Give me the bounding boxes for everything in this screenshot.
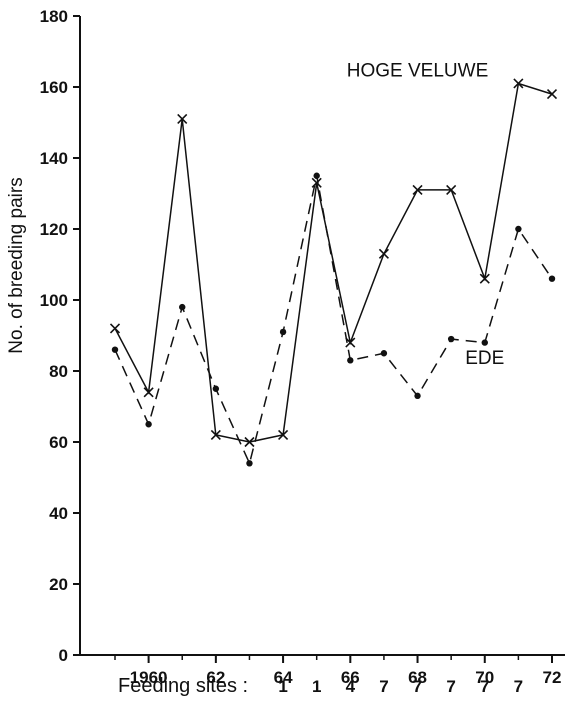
ede-point-marker — [212, 385, 220, 392]
hoge-veluwe-point-marker — [345, 337, 356, 348]
feeding-sites-value: 7 — [480, 677, 489, 696]
y-tick-label: 0 — [59, 646, 68, 665]
ede-point-marker — [246, 460, 253, 467]
feeding-sites-label: Feeding sites : — [118, 675, 248, 697]
ede-point-marker — [481, 339, 488, 346]
ede-point-marker — [179, 303, 186, 311]
hoge-veluwe-series-line — [114, 82, 553, 443]
feeding-sites-value: 7 — [413, 677, 422, 696]
y-tick-label: 140 — [40, 149, 68, 168]
x-tick-label: 66 — [341, 668, 360, 687]
ede-point-marker — [548, 275, 556, 282]
feeding-sites-value: 7 — [379, 677, 388, 696]
hoge-veluwe-series-label: HOGE VELUWE — [347, 60, 488, 81]
y-tick-label: 40 — [49, 504, 68, 523]
hoge-veluwe-point-marker — [143, 387, 154, 398]
ede-point-marker — [347, 357, 354, 364]
ede-series-line — [114, 175, 553, 466]
ede-point-marker — [279, 328, 287, 336]
y-tick-label: 180 — [40, 7, 68, 26]
feeding-sites-value: 4 — [346, 677, 356, 696]
feeding-sites-value: 1 — [312, 677, 321, 696]
hoge-veluwe-point-marker — [546, 89, 558, 100]
hoge-veluwe-point-marker — [210, 429, 221, 440]
x-tick-label: 64 — [274, 668, 293, 687]
hoge-veluwe-point-marker — [446, 184, 457, 196]
ede-point-marker — [145, 421, 152, 428]
ede-point-marker — [313, 172, 320, 179]
ede-point-marker — [111, 346, 119, 353]
hoge-veluwe-point-marker — [311, 177, 322, 188]
ede-point-marker — [447, 335, 455, 343]
hoge-veluwe-point-marker — [109, 323, 121, 334]
x-tick-label: 72 — [543, 668, 562, 687]
ede-point-marker — [380, 350, 388, 357]
y-tick-label: 120 — [40, 220, 68, 239]
feeding-sites-value: 7 — [446, 677, 455, 696]
hoge-veluwe-point-marker — [177, 113, 188, 125]
y-tick-label: 80 — [49, 362, 68, 381]
x-tick-label: 70 — [475, 668, 494, 687]
ede-point-marker — [515, 225, 522, 233]
y-axis-label: No. of breeding pairs — [6, 177, 27, 353]
feeding-sites-value: 7 — [514, 677, 523, 696]
x-tick-label: 62 — [206, 668, 225, 687]
hoge-veluwe-point-marker — [513, 78, 524, 89]
y-tick-label: 160 — [40, 78, 68, 97]
x-tick-label: 68 — [408, 668, 427, 687]
feeding-sites-value: 1 — [278, 677, 287, 696]
hoge-veluwe-point-marker — [479, 273, 490, 284]
y-tick-label: 60 — [49, 433, 68, 452]
x-tick-label: 1960 — [130, 668, 168, 687]
hoge-veluwe-point-marker — [412, 184, 423, 196]
ede-point-marker — [414, 392, 421, 400]
y-tick-label: 100 — [40, 291, 68, 310]
hoge-veluwe-point-marker — [278, 429, 289, 440]
y-tick-label: 20 — [49, 575, 68, 594]
hoge-veluwe-point-marker — [244, 436, 255, 448]
ede-series-label: EDE — [465, 348, 504, 369]
hoge-veluwe-point-marker — [378, 248, 389, 259]
